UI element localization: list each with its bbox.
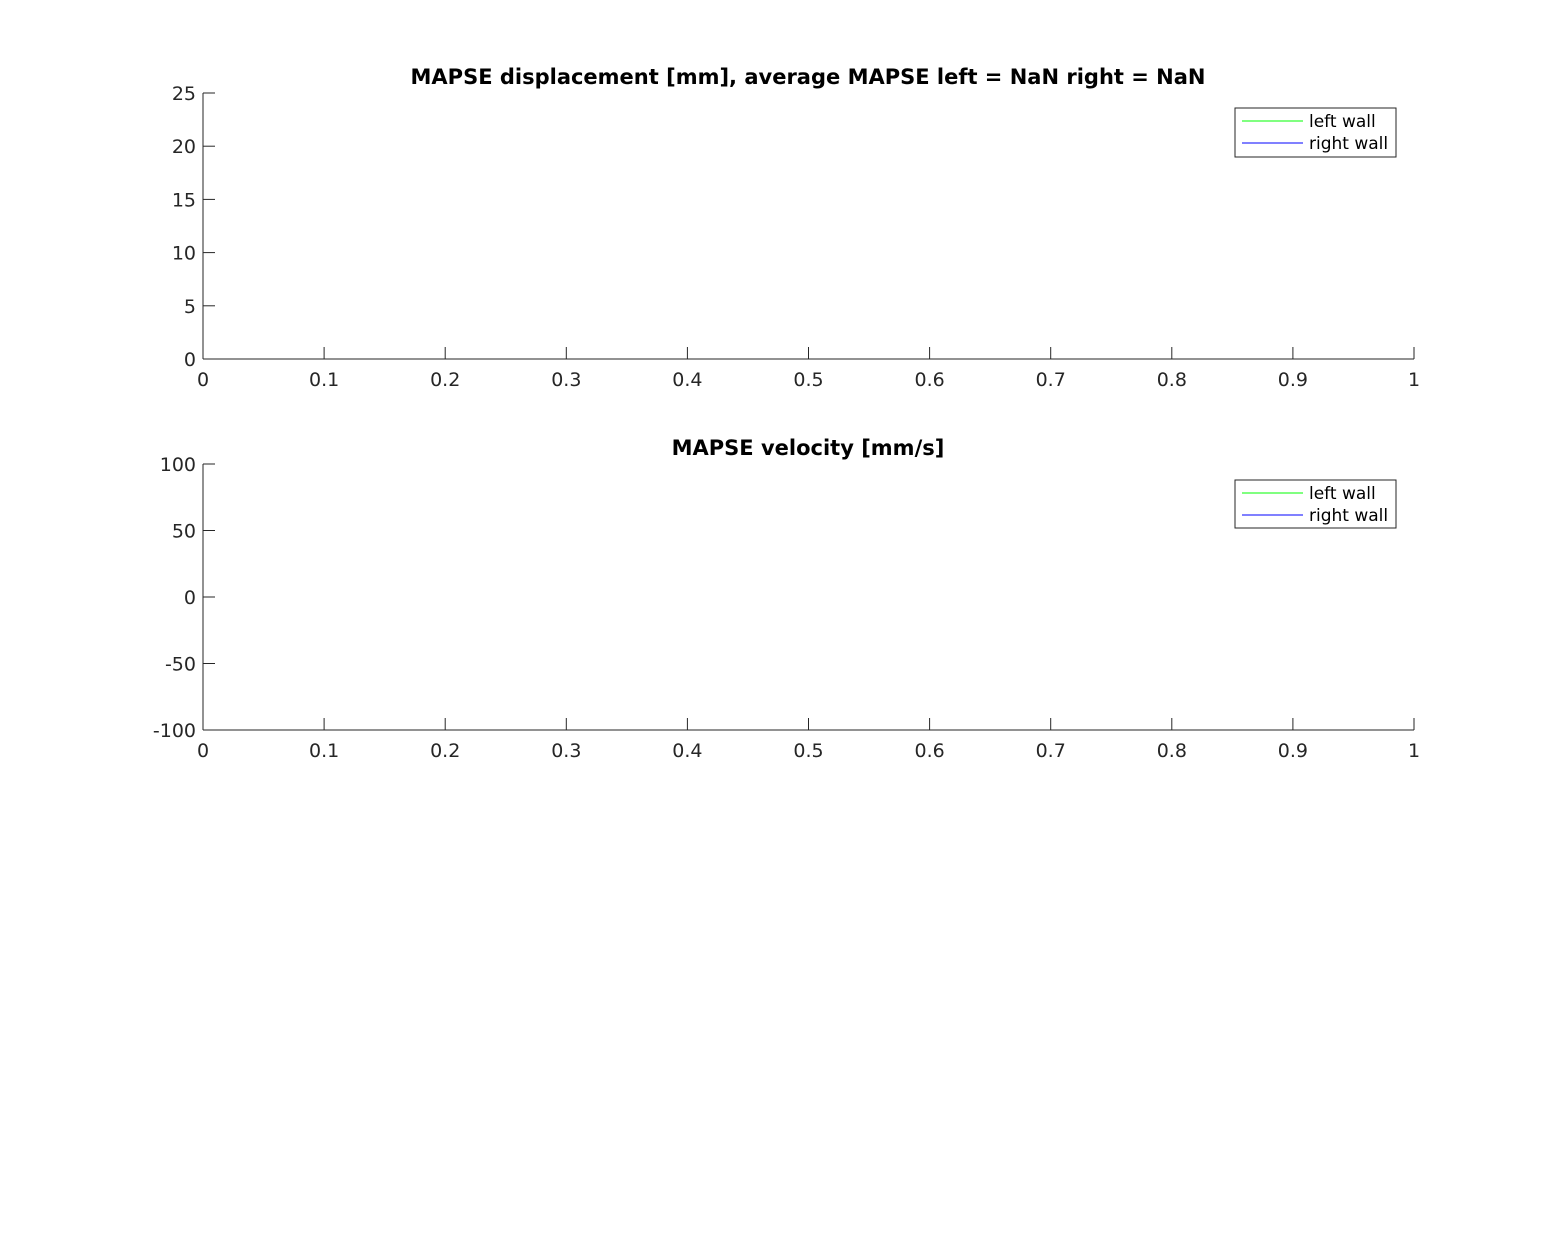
x-tick-label: 0.6 [914, 740, 944, 762]
x-tick-label: 0.9 [1278, 740, 1308, 762]
x-tick-label: 0.4 [672, 369, 702, 391]
y-tick-label: 20 [172, 136, 196, 158]
legend-label: right wall [1309, 134, 1388, 154]
x-tick-label: 0.1 [309, 369, 339, 391]
velocity-subplot: MAPSE velocity [mm/s] 0 0.1 0.2 0.3 0.4 0.5 0.… [153, 436, 1420, 762]
displacement-subplot: MAPSE displacement [mm], average MAPSE l… [172, 65, 1420, 391]
x-tick-label: 0.7 [1036, 740, 1066, 762]
x-tick-label: 0 [197, 740, 209, 762]
y-tick-label: 5 [184, 296, 196, 318]
x-tick-label: 0.2 [430, 740, 460, 762]
x-tick-label: 0.6 [914, 369, 944, 391]
x-tick-label: 0.8 [1157, 369, 1187, 391]
legend-box [1234, 479, 1397, 529]
x-tick-label: 0.2 [430, 369, 460, 391]
y-tick-label: -100 [153, 720, 196, 742]
y-tick-label: 15 [172, 189, 196, 211]
x-tick-label: 0.4 [672, 740, 702, 762]
legend-label: right wall [1309, 506, 1388, 526]
y-tick-label: 0 [184, 349, 196, 371]
legend-label: left wall [1309, 112, 1376, 132]
y-tick-label: 100 [160, 454, 196, 476]
x-tick-label: 0.3 [551, 369, 581, 391]
legend-box [1234, 107, 1397, 158]
y-tick-label: 10 [172, 243, 196, 265]
y-tick-label: 25 [172, 83, 196, 105]
x-tick-label: 0.5 [793, 369, 823, 391]
y-tick-label: 50 [172, 521, 196, 543]
legend-label: left wall [1309, 484, 1376, 504]
y-tick-label: 0 [184, 587, 196, 609]
y-tick-label: -50 [165, 654, 196, 676]
x-tick-label: 0.9 [1278, 369, 1308, 391]
x-tick-label: 1 [1408, 740, 1420, 762]
x-tick-label: 0.8 [1157, 740, 1187, 762]
x-tick-label: 1 [1408, 369, 1420, 391]
x-tick-label: 0 [197, 369, 209, 391]
x-tick-label: 0.5 [793, 740, 823, 762]
chart-title: MAPSE displacement [mm], average MAPSE l… [411, 65, 1206, 89]
x-tick-label: 0.1 [309, 740, 339, 762]
x-tick-label: 0.3 [551, 740, 581, 762]
chart-title: MAPSE velocity [mm/s] [672, 436, 945, 460]
x-tick-label: 0.7 [1036, 369, 1066, 391]
